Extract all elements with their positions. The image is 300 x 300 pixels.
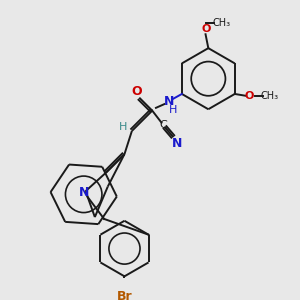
Text: N: N <box>164 95 174 108</box>
Text: H: H <box>168 105 177 115</box>
Text: H: H <box>118 122 127 132</box>
Text: O: O <box>202 24 211 34</box>
Text: C: C <box>160 120 167 130</box>
Text: Br: Br <box>117 290 132 300</box>
Text: CH₃: CH₃ <box>212 18 230 28</box>
Text: N: N <box>79 186 89 199</box>
Text: O: O <box>245 91 254 101</box>
Text: O: O <box>131 85 142 98</box>
Text: N: N <box>172 136 182 149</box>
Text: CH₃: CH₃ <box>261 91 279 101</box>
